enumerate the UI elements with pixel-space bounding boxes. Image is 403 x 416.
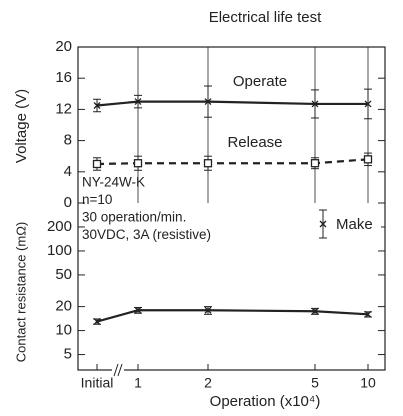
marker xyxy=(203,159,213,168)
marker xyxy=(134,98,142,106)
marker xyxy=(93,318,101,325)
y-tick-label: 12 xyxy=(55,100,72,117)
series-label: Release xyxy=(227,134,282,151)
marker xyxy=(134,306,142,314)
label-bg xyxy=(219,134,291,152)
y-axis-label: Contact resistance (mΩ) xyxy=(13,222,28,362)
label-bg xyxy=(333,216,381,234)
legend-marker xyxy=(319,220,327,228)
marker xyxy=(311,307,319,315)
annotation: NY-24W-K xyxy=(82,175,145,190)
x-tick-label: 2 xyxy=(204,375,212,391)
y-tick-label: 0 xyxy=(64,194,72,211)
x-tick-label: 5 xyxy=(311,375,319,391)
y-tick-label: 4 xyxy=(64,163,72,180)
x-tick-label: Initial xyxy=(81,375,114,391)
y-tick-label: 100 xyxy=(47,242,72,259)
y-tick-label: 50 xyxy=(55,266,72,283)
marker xyxy=(363,155,373,164)
y-tick-label: 200 xyxy=(47,218,72,235)
marker xyxy=(310,159,320,168)
plot-frame xyxy=(77,46,386,371)
axis-break xyxy=(112,363,124,377)
annotation: n=10 xyxy=(82,192,112,207)
y-tick-label: 20 xyxy=(55,298,72,315)
legend-symbol xyxy=(319,209,327,239)
label-bg xyxy=(224,73,296,91)
marker xyxy=(364,100,372,108)
y-tick-label: 10 xyxy=(55,322,72,339)
marker xyxy=(311,100,319,108)
y-axis-label: Voltage (V) xyxy=(13,89,30,163)
chart-title: Electrical life test xyxy=(209,9,322,26)
annotation: 30VDC, 3A (resistive) xyxy=(82,227,211,242)
marker xyxy=(204,98,212,106)
marker xyxy=(364,310,372,318)
marker xyxy=(92,159,102,169)
annotation: 30 operation/min. xyxy=(82,210,186,225)
x-axis-label: Operation (x10⁴) xyxy=(210,393,321,410)
x-tick-label: 10 xyxy=(360,375,376,391)
marker xyxy=(204,306,212,314)
x-tick-label: 1 xyxy=(134,375,142,391)
marker xyxy=(133,159,143,168)
legend-label: Make xyxy=(336,216,373,233)
marker xyxy=(93,102,101,109)
y-tick-label: 5 xyxy=(64,346,72,363)
y-tick-label: 8 xyxy=(64,132,72,149)
y-tick-label: 16 xyxy=(55,69,72,86)
y-tick-label: 20 xyxy=(55,38,72,55)
series-label: Operate xyxy=(233,73,287,90)
